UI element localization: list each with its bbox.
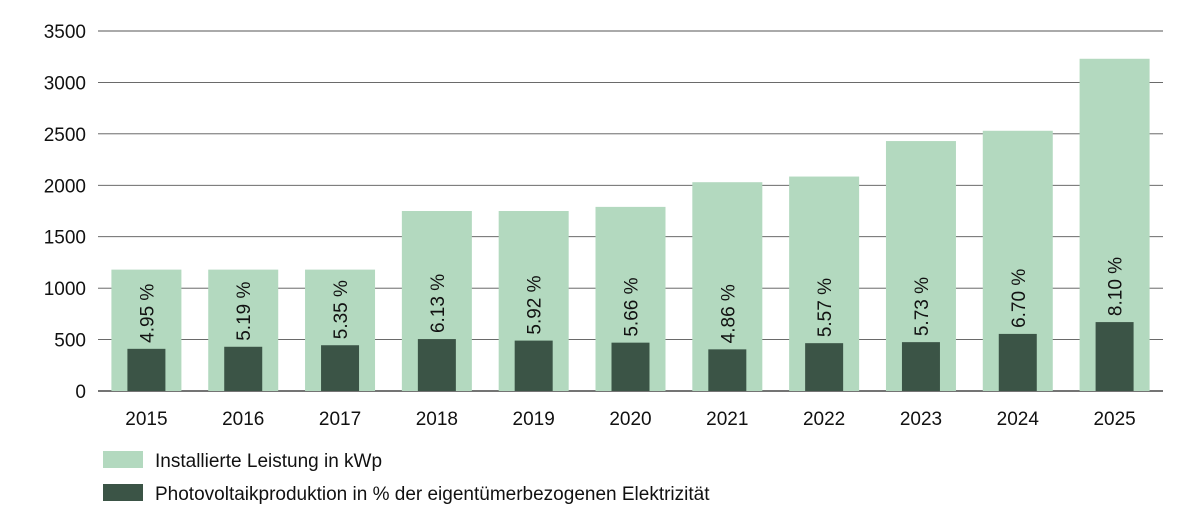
x-tick-label: 2017 xyxy=(319,409,361,430)
y-tick-label: 2000 xyxy=(44,176,86,197)
x-tick-label: 2020 xyxy=(609,409,651,430)
y-tick-label: 3500 xyxy=(44,22,86,43)
x-tick-label: 2024 xyxy=(997,409,1040,430)
bar-pv-production-2017 xyxy=(321,345,360,391)
bar-pv-production-2015 xyxy=(127,348,166,391)
bar-pv-production-2019 xyxy=(514,340,553,391)
bar-pv-production-2018 xyxy=(417,339,456,391)
data-label-pv-production-2023: 5.73 % xyxy=(912,277,933,336)
y-tick-label: 3000 xyxy=(44,73,86,94)
data-label-pv-production-2017: 5.35 % xyxy=(331,280,352,339)
data-label-pv-production-2019: 5.92 % xyxy=(525,275,546,334)
data-label-pv-production-2018: 6.13 % xyxy=(428,274,449,333)
x-tick-label: 2019 xyxy=(513,409,555,430)
bar-pv-production-2016 xyxy=(224,346,263,391)
data-label-pv-production-2021: 4.86 % xyxy=(718,284,739,343)
bar-pv-production-2020 xyxy=(611,342,650,391)
x-axis: 2015 2016 2017 2018 2019 2020 2021 2022 2023 2024… xyxy=(125,409,1135,430)
legend-label-installed-capacity: Installierte Leistung in kWp xyxy=(155,451,382,472)
legend: Installierte Leistung in kWp Photovoltai… xyxy=(103,451,710,505)
y-tick-label: 2500 xyxy=(44,125,86,146)
bar-pv-production-2022 xyxy=(805,343,844,391)
data-label-pv-production-2015: 4.95 % xyxy=(137,284,158,343)
x-tick-label: 2023 xyxy=(900,409,942,430)
data-label-pv-production-2020: 5.66 % xyxy=(622,277,643,336)
x-tick-label: 2015 xyxy=(125,409,167,430)
legend-swatch-pv-production xyxy=(103,484,143,501)
y-tick-label: 500 xyxy=(54,331,86,352)
x-tick-label: 2025 xyxy=(1093,409,1135,430)
data-label-pv-production-2024: 6.70 % xyxy=(1009,269,1030,328)
bar-pv-production-2025 xyxy=(1095,322,1134,391)
y-axis: 0 500 1000 1500 2000 2500 3000 3500 xyxy=(44,22,86,403)
x-tick-label: 2022 xyxy=(803,409,845,430)
x-tick-label: 2021 xyxy=(706,409,748,430)
y-tick-label: 1500 xyxy=(44,228,86,249)
bar-pv-production-2023 xyxy=(901,342,940,391)
y-tick-label: 0 xyxy=(75,382,86,403)
bar-pv-production-2024 xyxy=(998,333,1037,391)
y-tick-label: 1000 xyxy=(44,279,86,300)
x-tick-label: 2018 xyxy=(416,409,458,430)
bars: 4.95 % 5.19 % 5.35 % 6.13 % 5.92 % 5.66 % 4.86… xyxy=(111,58,1150,392)
bar-pv-production-2021 xyxy=(708,349,747,391)
data-label-pv-production-2016: 5.19 % xyxy=(234,282,255,341)
data-label-pv-production-2025: 8.10 % xyxy=(1106,257,1127,316)
legend-swatch-installed-capacity xyxy=(103,451,143,468)
legend-label-pv-production: Photovoltaikproduktion in % der eigentüm… xyxy=(155,484,710,505)
x-tick-label: 2016 xyxy=(222,409,264,430)
data-label-pv-production-2022: 5.57 % xyxy=(815,278,836,337)
